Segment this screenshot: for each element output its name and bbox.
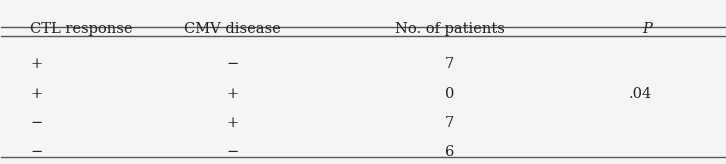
Text: −: −	[30, 116, 43, 130]
Text: 7: 7	[445, 57, 454, 71]
Text: −: −	[227, 145, 239, 159]
Text: CMV disease: CMV disease	[184, 22, 281, 36]
Text: 6: 6	[445, 145, 454, 159]
Text: No. of patients: No. of patients	[395, 22, 505, 36]
Text: .04: .04	[629, 87, 652, 101]
Text: −: −	[30, 145, 43, 159]
Text: −: −	[227, 57, 239, 71]
Text: +: +	[227, 116, 239, 130]
Text: +: +	[30, 57, 42, 71]
Text: P: P	[643, 22, 652, 36]
Text: CTL response: CTL response	[30, 22, 133, 36]
Text: 7: 7	[445, 116, 454, 130]
Text: +: +	[227, 87, 239, 101]
Text: +: +	[30, 87, 42, 101]
Text: 0: 0	[445, 87, 454, 101]
